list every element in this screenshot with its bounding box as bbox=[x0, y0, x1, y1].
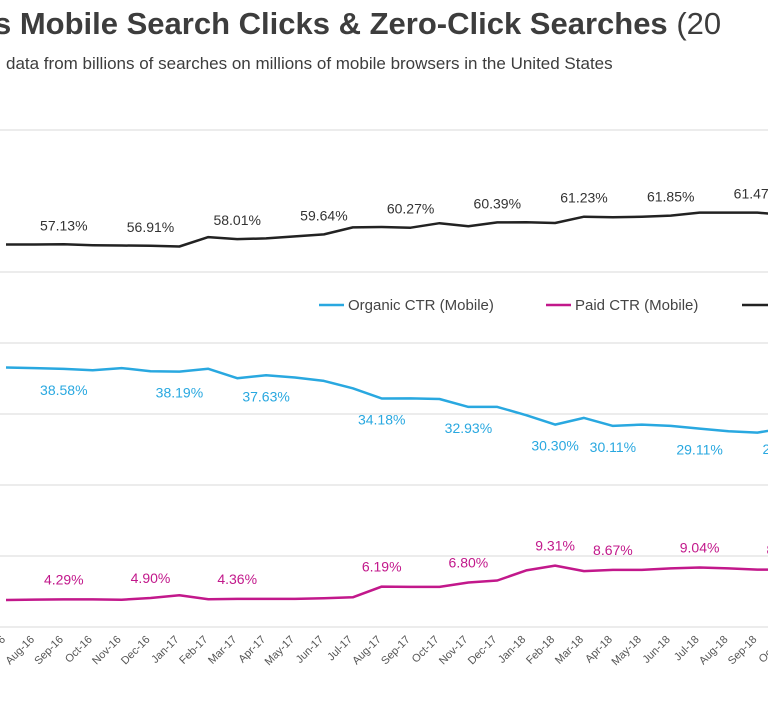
x-tick-label: Feb-17 bbox=[177, 634, 210, 667]
x-tick-label: Nov-17 bbox=[437, 634, 471, 668]
data-label: 61.47% bbox=[734, 186, 768, 202]
x-tick-label: Sep-16 bbox=[32, 634, 66, 668]
data-label: 38.58% bbox=[40, 382, 87, 398]
x-tick-label: 6 bbox=[0, 634, 8, 647]
data-label: 37.63% bbox=[242, 388, 289, 404]
series-line-3 bbox=[6, 211, 768, 248]
x-tick-label: Aug-16 bbox=[3, 634, 37, 668]
data-label: 9.04% bbox=[680, 539, 720, 555]
data-label: 4.90% bbox=[131, 570, 171, 586]
data-label: 61.23% bbox=[560, 190, 607, 206]
chart-title-suffix: (20 bbox=[676, 6, 722, 41]
x-tick-label: Oct-17 bbox=[410, 634, 442, 666]
x-tick-label: Oct-16 bbox=[63, 634, 95, 666]
data-label: 8.72% bbox=[766, 542, 768, 558]
data-label: 34.18% bbox=[358, 412, 405, 428]
x-tick-label: Feb-18 bbox=[524, 634, 557, 667]
chart-title: s Mobile Search Clicks & Zero-Click Sear… bbox=[0, 6, 721, 42]
series-line-2 bbox=[5, 564, 768, 602]
x-tick-label: Jan-17 bbox=[149, 634, 181, 666]
data-label: 56.91% bbox=[127, 219, 174, 235]
x-tick-label: Dec-16 bbox=[119, 634, 153, 668]
x-tick-label: Mar-17 bbox=[206, 634, 239, 667]
data-label: 59.64% bbox=[300, 207, 347, 223]
series-line-1 bbox=[5, 366, 768, 434]
data-label: 4.36% bbox=[217, 571, 257, 587]
legend-label-2: Paid CTR (Mobile) bbox=[575, 297, 698, 314]
data-label: 6.19% bbox=[362, 559, 402, 575]
data-label: 58.01% bbox=[213, 212, 260, 228]
data-label: 29.80% bbox=[763, 441, 768, 457]
chart-title-main: s Mobile Search Clicks & Zero-Click Sear… bbox=[0, 6, 668, 41]
data-label: 38.19% bbox=[156, 385, 203, 401]
data-label: 6.80% bbox=[449, 555, 489, 571]
x-tick-label: Nov-16 bbox=[90, 634, 124, 668]
data-label: 8.67% bbox=[593, 542, 633, 558]
x-tick-label: Jun-17 bbox=[294, 634, 326, 666]
x-tick-label: Aug-17 bbox=[350, 634, 384, 668]
data-label: 61.85% bbox=[647, 189, 694, 205]
x-tick-label: Aug-18 bbox=[697, 634, 731, 668]
data-label: 32.93% bbox=[445, 420, 492, 436]
x-tick-label: Sep-18 bbox=[726, 634, 760, 668]
x-tick-label: Oct-18 bbox=[757, 634, 768, 666]
x-tick-label: Dec-17 bbox=[466, 634, 500, 668]
x-tick-label: May-18 bbox=[609, 634, 643, 668]
chart-subtitle: data from billions of searches on millio… bbox=[6, 54, 613, 73]
data-label: 30.30% bbox=[531, 438, 578, 454]
data-label: 9.31% bbox=[535, 538, 575, 554]
x-tick-label: May-17 bbox=[263, 634, 297, 668]
data-label: 57.13% bbox=[40, 217, 87, 233]
x-tick-label: Jun-18 bbox=[641, 634, 673, 666]
x-tick-label: Mar-18 bbox=[553, 634, 586, 667]
legend-label-1: Organic CTR (Mobile) bbox=[348, 297, 494, 314]
data-label: 30.11% bbox=[590, 439, 636, 455]
x-tick-label: Sep-17 bbox=[379, 634, 413, 668]
data-label: 60.27% bbox=[387, 201, 434, 217]
data-label: 29.11% bbox=[676, 442, 722, 458]
x-tick-label: Jan-18 bbox=[496, 634, 528, 666]
data-label: 4.29% bbox=[44, 571, 84, 587]
data-label: 60.39% bbox=[474, 195, 521, 211]
